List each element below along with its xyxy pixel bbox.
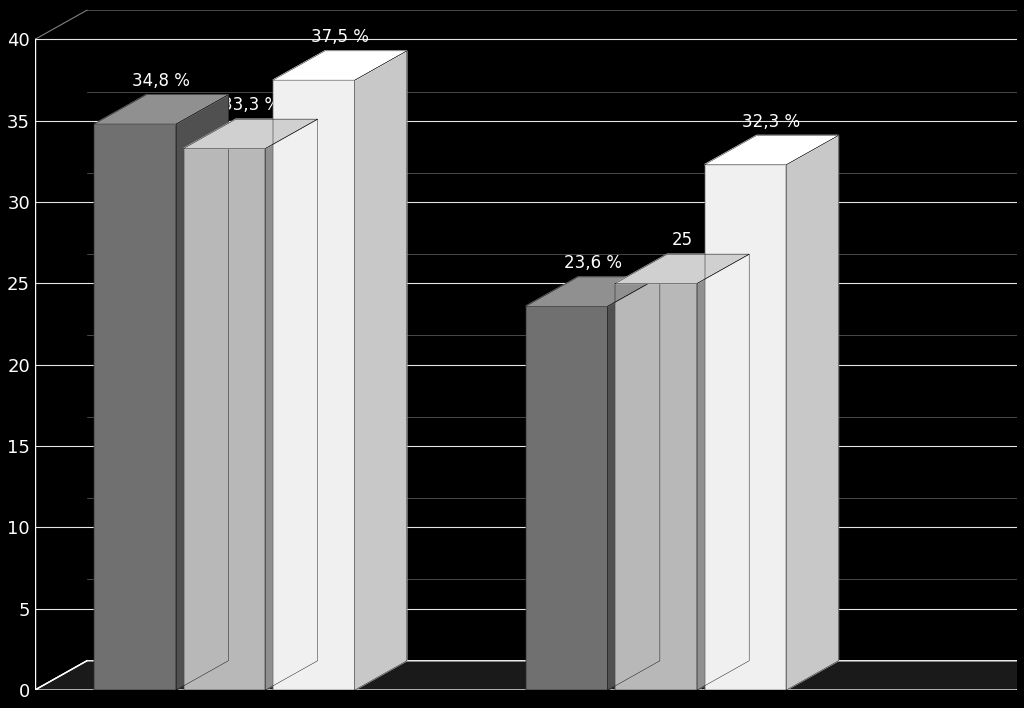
Polygon shape: [273, 80, 354, 690]
Polygon shape: [183, 149, 265, 690]
Polygon shape: [615, 283, 697, 690]
Polygon shape: [705, 165, 786, 690]
Polygon shape: [354, 51, 407, 690]
Text: 33,3 %: 33,3 %: [221, 96, 280, 114]
Text: 37,5 %: 37,5 %: [311, 28, 369, 46]
Text: 34,8 %: 34,8 %: [132, 72, 190, 90]
Text: 25: 25: [672, 232, 693, 249]
Polygon shape: [697, 254, 750, 690]
Polygon shape: [608, 277, 659, 690]
Polygon shape: [615, 254, 750, 283]
Polygon shape: [176, 95, 228, 690]
Text: 23,6 %: 23,6 %: [564, 254, 622, 272]
Polygon shape: [786, 135, 839, 690]
Polygon shape: [526, 277, 659, 307]
Polygon shape: [35, 661, 1024, 690]
Polygon shape: [705, 135, 839, 165]
Polygon shape: [265, 119, 317, 690]
Polygon shape: [94, 124, 176, 690]
Polygon shape: [526, 307, 608, 690]
Polygon shape: [273, 51, 407, 80]
Polygon shape: [183, 119, 317, 149]
Polygon shape: [94, 95, 228, 124]
Text: 32,3 %: 32,3 %: [742, 113, 801, 130]
